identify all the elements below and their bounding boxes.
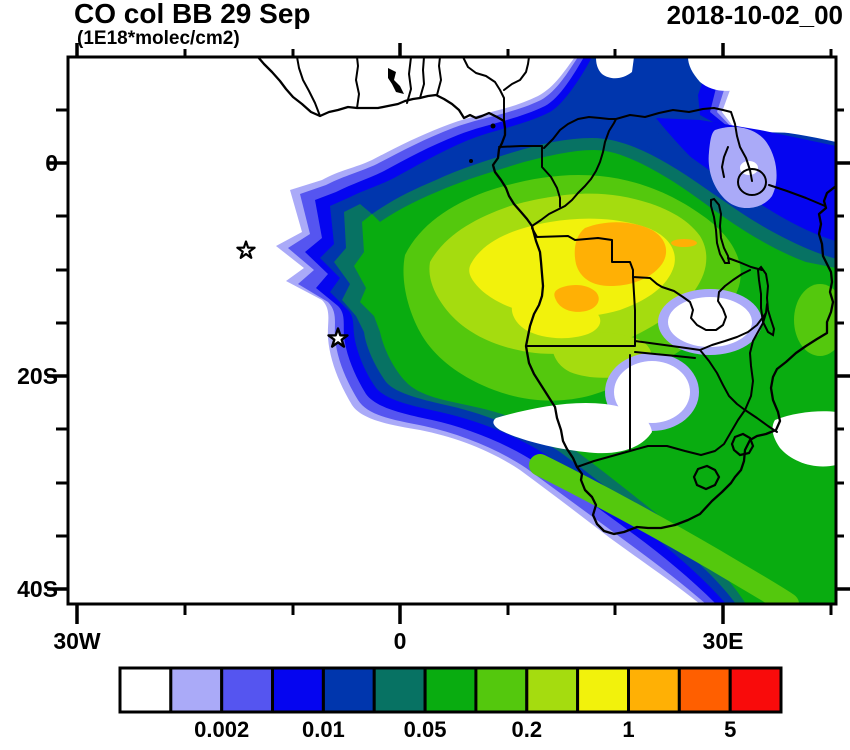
- zimbabwe-hole: [668, 297, 752, 347]
- colorbar-label-02: 0.2: [511, 717, 543, 742]
- colorbar-cell: [118, 666, 173, 714]
- star-marker-2: [327, 327, 349, 348]
- white-notch-north-1: [596, 57, 634, 79]
- x-tick-label-0: 0: [393, 628, 407, 654]
- star-marker-1: [236, 240, 256, 259]
- minor-ticks: [56, 49, 844, 615]
- white-east-mozambique: [772, 411, 836, 467]
- colorbar-cell: [271, 666, 325, 714]
- colorbar-label-001: 0.01: [301, 717, 345, 742]
- northeast-darkblue-band: [631, 121, 836, 259]
- white-west-southafrica: [493, 402, 652, 454]
- lake-tanganyika-outline: [710, 197, 731, 264]
- colorbar-cell: [220, 666, 275, 714]
- colorbar-label-5: 5: [724, 717, 737, 742]
- contour-field: [236, 57, 836, 604]
- colorbar-label-1: 1: [622, 717, 635, 742]
- x-tick-label-30w: 30W: [53, 628, 101, 654]
- x-tick-label-30e: 30E: [702, 628, 744, 654]
- lake-victoria-outline: [737, 168, 767, 196]
- run-timestamp: 2018-10-02_00: [666, 0, 843, 30]
- colorbar-cell: [627, 666, 681, 714]
- lesotho-border: [692, 464, 721, 491]
- colorbar-cell: [423, 666, 478, 714]
- colorbar-cell: [576, 666, 630, 714]
- sao-tome-island: [469, 159, 473, 163]
- colorbar-label-005: 0.05: [403, 717, 447, 742]
- colorbar-cell: [728, 666, 783, 714]
- plot-units-label: (1E18*molec/cm2): [77, 28, 240, 49]
- swaziland-border: [730, 432, 755, 457]
- map-frame: [47, 43, 850, 624]
- east-green-patch: [794, 284, 836, 356]
- y-tick-label-20s: 20S: [17, 363, 58, 389]
- country-borders: [296, 57, 826, 468]
- lake-malawi-outline: [756, 265, 776, 337]
- contour-level-1-patch: [554, 284, 599, 312]
- y-tick-label-40s: 40S: [17, 576, 58, 602]
- africa-coastline: [256, 57, 836, 536]
- contour-level-1-streak: [671, 239, 697, 247]
- colorbar-cell: [372, 666, 427, 714]
- colorbar-cell: [321, 666, 376, 714]
- colorbar-label-0002: 0.002: [194, 717, 250, 742]
- plot-title: CO col BB 29 Sep: [74, 0, 311, 29]
- white-northeast-corner: [757, 57, 836, 142]
- colorbar-cell: [169, 666, 224, 714]
- botswana-hole: [614, 361, 690, 423]
- white-notch-north-2: [688, 57, 750, 91]
- colorbar: [118, 666, 783, 714]
- bioko-island: [490, 123, 496, 129]
- major-ticks: [47, 43, 850, 624]
- outflow-core: [529, 454, 799, 604]
- y-tick-label-0: 0: [45, 150, 58, 176]
- colorbar-cell: [677, 666, 732, 714]
- colorbar-cell: [474, 666, 529, 714]
- lake-volta: [388, 68, 404, 94]
- colorbar-cell: [525, 666, 580, 714]
